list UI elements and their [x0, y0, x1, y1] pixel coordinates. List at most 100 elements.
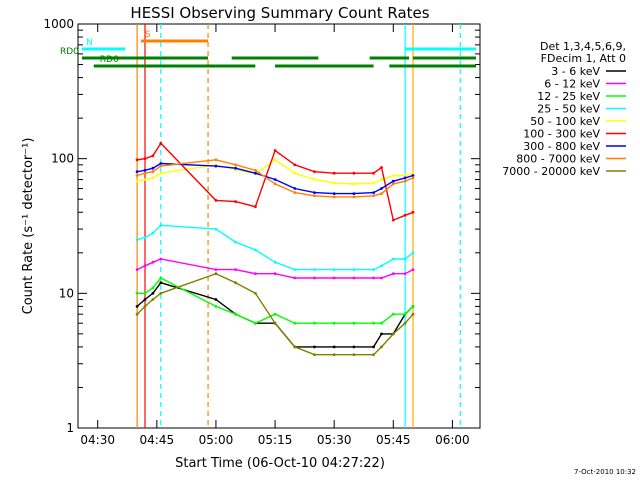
x-tick-label: 04:45 — [140, 433, 175, 447]
y-axis-label: Count Rate (s⁻¹ detector⁻¹) — [21, 138, 36, 315]
data-point — [352, 268, 356, 271]
data-point — [380, 332, 383, 336]
data-point — [143, 264, 147, 268]
data-point — [380, 166, 383, 169]
data-point — [391, 174, 395, 177]
data-point — [380, 187, 383, 190]
data-point — [313, 321, 316, 325]
data-point — [293, 171, 297, 175]
data-point — [391, 179, 395, 183]
data-point — [380, 264, 383, 268]
x-tick-label: 04:30 — [80, 433, 115, 447]
data-point — [234, 240, 238, 244]
x-tick-label: 05:45 — [376, 433, 411, 447]
legend-entry-label: 12 - 25 keV — [537, 90, 600, 103]
plot-frame — [77, 23, 481, 429]
data-point — [313, 276, 316, 280]
data-point — [234, 166, 238, 170]
data-point — [313, 170, 316, 174]
data-point — [135, 238, 139, 242]
data-point — [411, 171, 415, 175]
data-point — [214, 268, 218, 271]
legend: Det 1,3,4,5,6,9,FDecim 1, Att 03 - 6 keV… — [502, 40, 626, 178]
data-point — [273, 321, 277, 325]
data-point — [135, 312, 139, 316]
data-point — [151, 231, 155, 235]
data-point — [214, 272, 218, 276]
data-point — [234, 312, 238, 316]
data-point — [143, 168, 147, 172]
data-point — [151, 176, 155, 180]
data-point — [313, 345, 316, 349]
data-point — [352, 192, 356, 196]
data-point — [254, 248, 257, 252]
data-point — [151, 170, 155, 174]
data-point — [143, 291, 147, 295]
data-point — [372, 353, 375, 357]
data-point — [380, 276, 383, 280]
data-point — [411, 268, 415, 271]
data-point — [135, 268, 139, 271]
data-point — [380, 321, 383, 325]
data-point — [214, 298, 218, 301]
data-point — [151, 260, 155, 264]
legend-entry-label: 50 - 100 keV — [530, 115, 600, 128]
data-point — [293, 268, 297, 271]
data-point — [411, 210, 415, 214]
data-point — [143, 236, 147, 239]
data-point — [143, 171, 147, 175]
data-point — [403, 257, 407, 261]
data-point — [254, 272, 257, 276]
data-point — [411, 176, 415, 180]
data-point — [411, 305, 415, 308]
data-point — [159, 291, 163, 295]
data-point — [135, 174, 139, 177]
data-point — [352, 182, 356, 186]
data-point — [403, 321, 407, 325]
y-tick-label: 1 — [66, 421, 74, 435]
data-point — [403, 174, 407, 177]
status-bar-label: RD0 — [60, 47, 79, 57]
x-tick-label: 06:00 — [435, 433, 470, 447]
data-point — [214, 164, 218, 168]
status-bar-label: N — [86, 38, 93, 48]
data-point — [391, 272, 395, 276]
data-point — [313, 191, 316, 195]
timestamp: 7-Oct-2010 10:32 — [574, 468, 636, 476]
data-point — [151, 291, 155, 295]
data-point — [159, 162, 163, 165]
data-point — [159, 171, 163, 175]
data-point — [352, 171, 356, 175]
data-point — [380, 192, 383, 196]
data-point — [234, 268, 238, 271]
data-point — [135, 291, 139, 295]
data-point — [372, 345, 375, 349]
data-point — [135, 158, 139, 162]
data-point — [254, 205, 257, 209]
plot-area: 04:30 04:45 05:00 05:15 05:30 05:45 06:00 1 10 10… — [43, 17, 481, 447]
data-point — [273, 158, 277, 162]
data-point — [254, 168, 257, 172]
data-point — [135, 179, 139, 183]
data-point — [143, 298, 147, 301]
legend-entry-label: 6 - 12 keV — [544, 78, 600, 91]
data-point — [151, 286, 155, 290]
data-point — [380, 345, 383, 349]
data-point — [143, 178, 147, 181]
data-point — [352, 276, 356, 280]
data-point — [313, 178, 316, 181]
data-point — [151, 166, 155, 170]
data-point — [293, 191, 297, 195]
data-point — [234, 163, 238, 167]
data-point — [313, 194, 316, 198]
legend-title-line: Det 1,3,4,5,6,9, — [540, 40, 626, 53]
data-point — [372, 276, 375, 280]
data-point — [254, 171, 257, 175]
data-point — [273, 182, 277, 186]
legend-entry-label: 7000 - 20000 keV — [502, 165, 600, 178]
data-point — [403, 176, 407, 180]
data-point — [391, 312, 395, 316]
data-point — [403, 312, 407, 316]
data-point — [273, 149, 277, 152]
